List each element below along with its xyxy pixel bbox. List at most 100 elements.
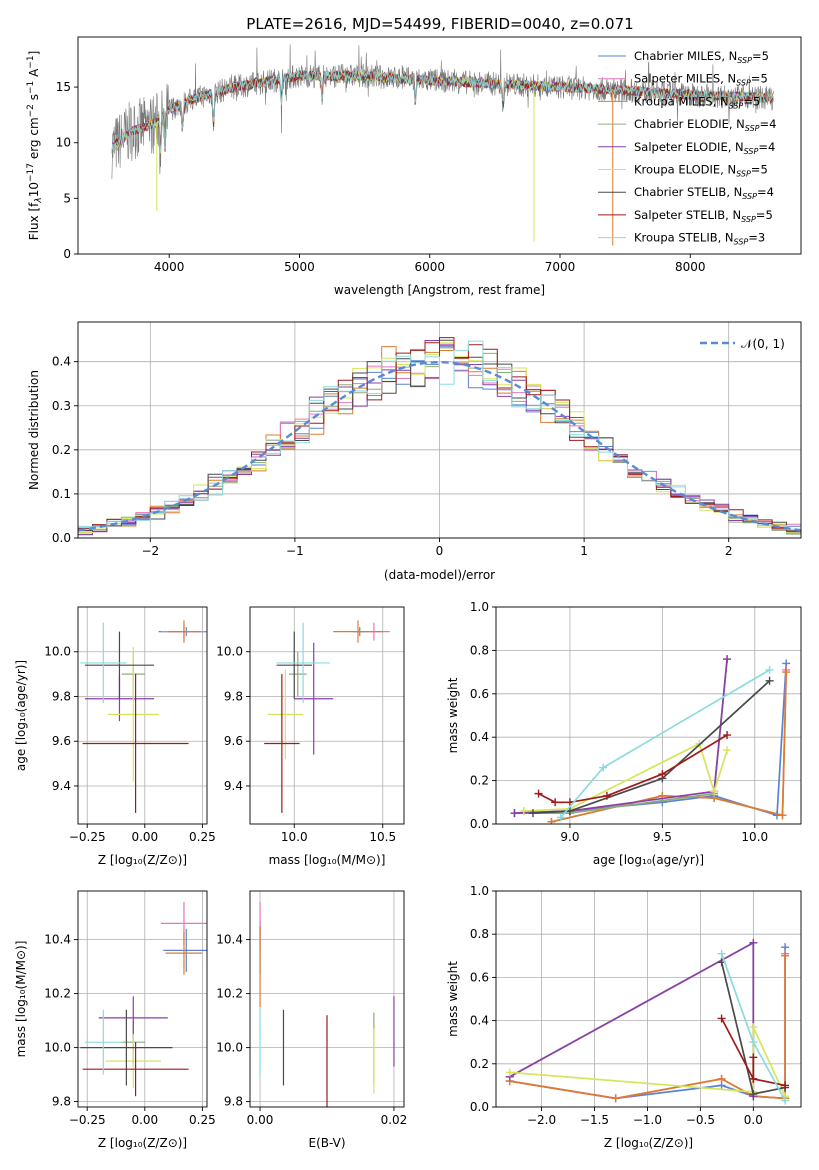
weight-series (556, 665, 774, 822)
errorbar-point (163, 928, 207, 972)
legend-nssp-sub: SSP (734, 238, 749, 247)
weight-marker (556, 813, 565, 822)
x-tick-label: 7000 (545, 260, 576, 274)
weight-marker (749, 1074, 758, 1083)
y-tick-label: 0.0 (470, 817, 489, 831)
weight-marker (749, 1090, 758, 1099)
y-axis-label-part: ] (27, 51, 41, 56)
y-tick-label: 9.8 (52, 1095, 71, 1109)
weight-line (509, 941, 755, 1097)
legend-nssp-eq: = (758, 140, 768, 154)
legend-nssp-value: 5 (753, 94, 760, 108)
legend-nssp-value: 4 (768, 140, 775, 154)
y-axis-label-part: erg cm (27, 117, 41, 163)
weight-marker (519, 806, 528, 815)
weight-marker (749, 1038, 758, 1047)
y-axis-label-part: −17 (26, 163, 36, 182)
legend-nssp-sub: SSP (745, 124, 760, 133)
weight-series (505, 938, 758, 1101)
errorbar-point (107, 647, 159, 782)
grid-age_vs_mass (250, 607, 404, 824)
errorbar-point (98, 996, 168, 1040)
errorbar-point (105, 1034, 161, 1089)
legend-nssp-eq: = (752, 49, 762, 63)
y-axis-label-part: −2 (26, 104, 36, 117)
y-tick-label: 9.6 (52, 734, 71, 748)
weight-marker (723, 746, 732, 755)
weight-marker (528, 809, 537, 818)
weight-series (717, 949, 790, 1105)
weight-series (534, 731, 732, 807)
x-tick-label: 4000 (154, 260, 185, 274)
x-axis-label: Z [log₁₀(Z/Z⊙)] (98, 1136, 187, 1150)
errorbar-point (84, 1009, 122, 1075)
figure-title: PLATE=2616, MJD=54499, FIBERID=0040, z=0… (246, 15, 633, 33)
legend-model-name: Salpeter STELIB (634, 208, 725, 222)
legend-model-name: Salpeter ELODIE (634, 140, 728, 154)
weight-marker (505, 1068, 514, 1077)
panel-mass_vs_ebv: 0.00 0.02 9.8 10.0 10.2 10.4 E(B-V) (216, 890, 407, 1150)
plot-area-age_vs_mass (264, 620, 390, 813)
legend-nssp-prefix: , N (729, 117, 745, 131)
legend-nssp-prefix: , N (728, 140, 744, 154)
x-axis-label: age [log₁₀(age/yr)] (593, 853, 704, 867)
grid-weight_vs_age (496, 606, 801, 825)
weight-series (528, 676, 774, 818)
normal-curve (78, 360, 801, 532)
legend-nssp-value: 5 (760, 72, 767, 86)
y-tick-label: 0 (63, 247, 71, 261)
x-tick-label: 10.5 (369, 830, 396, 844)
legend-nssp-prefix: , N (721, 49, 737, 63)
weight-marker (611, 1094, 620, 1103)
legend-nssp-value: 4 (769, 117, 776, 131)
x-tick-label: 2 (725, 544, 733, 558)
legend-nssp-prefix: , N (720, 72, 736, 86)
weight-marker (749, 1023, 758, 1032)
legend-model-name: Salpeter MILES (634, 72, 720, 86)
legend-nssp-value: 5 (765, 208, 772, 222)
y-tick-label: 0.0 (52, 531, 71, 545)
legend-nssp-eq: = (751, 72, 761, 86)
legend-nssp-value: 5 (762, 49, 769, 63)
x-axis-label: E(B-V) (308, 1136, 345, 1150)
legend-nssp-prefix: , N (718, 231, 734, 245)
x-tick-label: −2 (141, 544, 159, 558)
legend-nssp-sub: SSP (729, 101, 744, 110)
weight-marker (658, 770, 667, 779)
legend-model-name: Chabrier STELIB (634, 185, 726, 199)
errorbar-point (333, 620, 383, 643)
y-tick-label: 10.0 (44, 1041, 71, 1055)
errorbar-point (267, 669, 304, 760)
weight-series (717, 958, 790, 1099)
legend-model-name: Kroupa STELIB (634, 231, 718, 245)
x-axis-label: (data-model)/error (384, 568, 495, 582)
errorbar-point (80, 622, 127, 704)
panel-age_vs_mass: 10.0 10.5 9.4 9.6 9.8 10.0 mass [log₁₀(M/M⊙)] (216, 606, 405, 867)
weight-marker (547, 817, 556, 824)
y-axis-label-part: Flux [f (27, 202, 41, 240)
legend-nssp-eq: = (760, 117, 770, 131)
x-tick-label: 9.5 (653, 830, 672, 844)
legend-nssp-eq: = (756, 208, 766, 222)
weight-marker (781, 1096, 790, 1105)
legend-nssp-sub: SSP (741, 215, 756, 224)
weight-marker (551, 798, 560, 807)
y-tick-label: 10 (56, 136, 71, 150)
y-axis-label: mass weight (446, 677, 460, 753)
legend-entry: Kroupa MILES, NSSP=5 (634, 94, 760, 110)
axes-frame-weight_vs_age (495, 606, 802, 825)
weight-marker (765, 665, 774, 674)
y-axis-label: age [log₁₀(age/yr)] (14, 660, 28, 771)
legend-entry: Salpeter STELIB, NSSP=5 (634, 208, 773, 224)
weight-marker (782, 668, 791, 677)
legend-nssp-eq: = (748, 231, 758, 245)
y-tick-label: 0.3 (52, 399, 71, 413)
plot-area-weight_vs_age (510, 655, 791, 824)
weight-marker (723, 731, 732, 740)
x-tick-label: −1 (286, 544, 304, 558)
y-tick-label: 10.2 (44, 987, 71, 1001)
y-tick-label: 9.6 (224, 734, 243, 748)
y-tick-label: 10.0 (44, 645, 71, 659)
